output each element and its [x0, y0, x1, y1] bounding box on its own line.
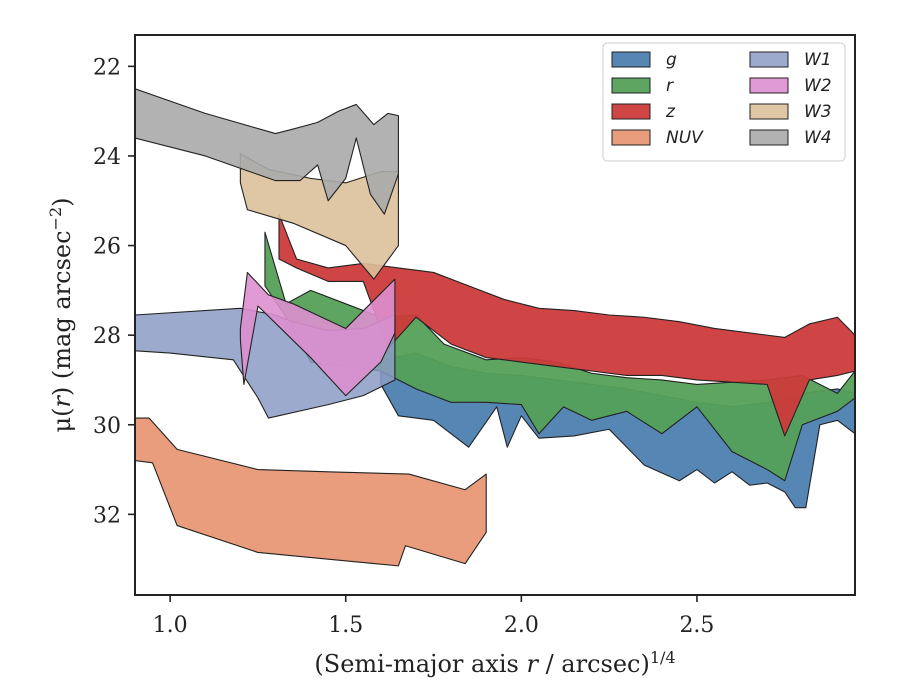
- band-z: [278, 213, 855, 437]
- x-tick-label: 2.0: [504, 613, 539, 638]
- axes-frame: [134, 34, 856, 596]
- legend-swatch-z: [611, 103, 651, 120]
- legend-label-z: z: [665, 102, 676, 122]
- legend-swatch-w1: [749, 51, 789, 68]
- y-tick-label: 22: [93, 55, 121, 80]
- legend-label-w3: W3: [804, 102, 832, 122]
- legend-label-nuv: NUV: [666, 128, 704, 148]
- legend-swatch-w3: [749, 103, 789, 120]
- band-w2: [239, 271, 396, 397]
- legend: grz NUV W1 W2 W3 W4: [602, 42, 846, 162]
- band-w4: [135, 88, 399, 215]
- band-r: [264, 231, 855, 482]
- y-tick-label: 26: [93, 235, 121, 260]
- y-tick-label: 30: [93, 414, 121, 439]
- legend-label-w1: W1: [804, 50, 832, 70]
- legend-swatch-r: [611, 77, 651, 94]
- legend-swatch-w2: [749, 77, 789, 94]
- legend-label-w2: W2: [804, 76, 832, 96]
- x-tick-label: 1.5: [328, 613, 363, 638]
- legend-label-w4: W4: [804, 128, 832, 148]
- plot-area: [135, 88, 855, 567]
- legend-swatch-w4: [749, 129, 789, 146]
- legend-label-g: g: [666, 50, 677, 70]
- x-tick-label: 2.5: [679, 613, 714, 638]
- x-tick-label: 1.0: [153, 613, 188, 638]
- axis-ticks: 1.0 1.5 2.0 2.5 22 24 26 28 30 32: [93, 55, 714, 638]
- band-w3: [239, 153, 399, 280]
- x-axis-label: (Semi-major axis r / arcsec)1/4: [314, 648, 675, 679]
- y-tick-label: 28: [93, 324, 121, 349]
- legend-swatch-nuv: [611, 129, 651, 146]
- y-tick-label: 24: [93, 145, 121, 170]
- legend-swatch-g: [611, 51, 651, 68]
- y-axis-label: μ(r) (mag arcsec−2): [46, 197, 77, 432]
- legend-label-r: r: [666, 76, 674, 96]
- y-tick-label: 32: [93, 503, 121, 528]
- band-nuv: [135, 417, 487, 567]
